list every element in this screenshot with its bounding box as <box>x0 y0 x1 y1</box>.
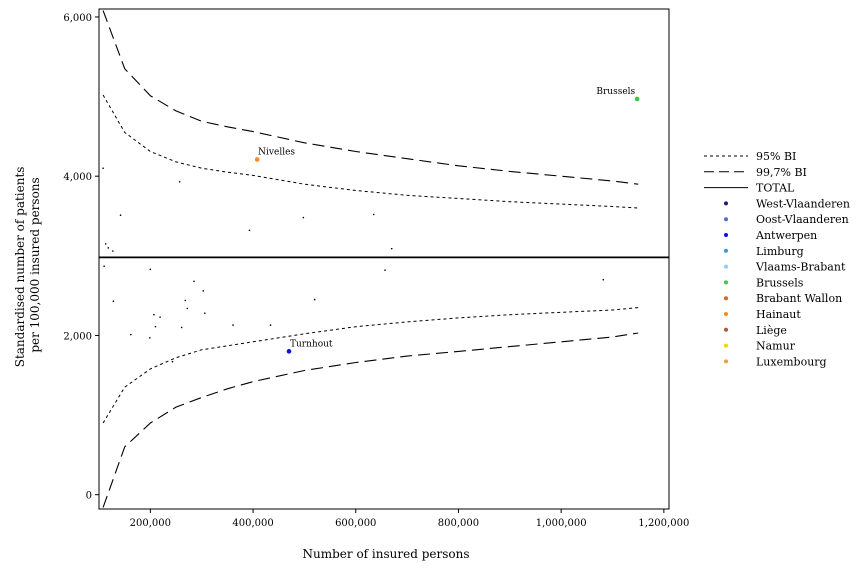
data-point <box>107 247 110 249</box>
data-point <box>104 243 107 245</box>
data-point <box>232 324 234 326</box>
legend-label: Limburg <box>756 245 804 258</box>
data-point <box>186 307 189 310</box>
data-point <box>178 180 181 183</box>
y-tick-label: 2,000 <box>63 331 92 342</box>
data-point <box>372 213 375 216</box>
x-tick-label: 600,000 <box>335 518 376 529</box>
legend-swatch-dot <box>724 359 728 364</box>
legend-swatch-dot <box>724 296 728 301</box>
data-point <box>602 278 605 281</box>
legend-label: Vlaams-Brabant <box>755 261 846 274</box>
x-axis: 200,000 400,000 600,000 800,000 1,000,000 1,2… <box>130 509 689 529</box>
data-point <box>102 167 104 170</box>
y-axis-title-line-1: Standardised number of patients <box>13 167 27 368</box>
y-tick-label: 6,000 <box>63 13 92 24</box>
data-point <box>203 312 206 314</box>
legend-swatch-dot <box>724 312 728 316</box>
legend-label: TOTAL <box>756 182 795 195</box>
legend: 95% BI 99,7% BI TOTAL West-Vlaanderen Oost-V… <box>704 150 850 368</box>
legend-label: Luxembourg <box>756 355 827 368</box>
data-point-brussels <box>634 96 640 102</box>
data-point <box>269 324 272 326</box>
plot-area <box>98 8 670 510</box>
data-point <box>112 250 114 252</box>
data-point <box>302 216 305 219</box>
data-point <box>171 360 174 363</box>
data-point-turnhout <box>286 349 292 354</box>
data-point <box>149 268 152 271</box>
legend-swatch-dot <box>724 233 728 237</box>
data-point <box>184 299 187 302</box>
x-tick-label: 200,000 <box>130 518 171 529</box>
data-point <box>384 269 386 271</box>
data-point <box>202 290 205 292</box>
legend-label: Brussels <box>756 276 804 289</box>
data-point <box>153 313 155 316</box>
legend-label: Namur <box>756 340 796 353</box>
data-point <box>154 325 157 328</box>
legend-swatch-dot <box>724 264 728 269</box>
x-axis-title: Number of insured persons <box>303 547 470 561</box>
ci997-lower-line <box>102 332 639 508</box>
data-point <box>193 280 195 283</box>
legend-swatch-dot <box>724 343 728 348</box>
legend-label: Antwerpen <box>755 229 817 242</box>
y-axis: 0 2,000 4,000 6,000 <box>63 13 99 502</box>
legend-label: West-Vlaanderen <box>756 197 850 210</box>
x-tick-label: 400,000 <box>232 518 273 529</box>
x-tick-label: 1,000,000 <box>536 518 587 529</box>
legend-label: 99,7% BI <box>756 166 807 179</box>
legend-label: Brabant Wallon <box>756 292 842 305</box>
ci997-upper-line <box>102 10 639 185</box>
data-point <box>159 316 161 318</box>
legend-swatch-dot <box>724 217 728 222</box>
legend-swatch-dot <box>724 280 728 285</box>
legend-label: Hainaut <box>756 308 801 321</box>
data-point <box>112 300 115 302</box>
legend-swatch-dot <box>724 248 728 253</box>
data-point <box>180 326 183 329</box>
legend-label: Oost-Vlaanderen <box>756 213 849 226</box>
data-point <box>130 333 132 336</box>
y-axis-title-line-2: per 100,000 insured persons <box>28 177 42 352</box>
y-tick-label: 4,000 <box>63 172 92 183</box>
legend-swatch-dot <box>724 201 728 206</box>
confidence-bands <box>102 10 639 508</box>
legend-label: Liège <box>756 324 787 337</box>
x-tick-label: 1,200,000 <box>638 518 689 529</box>
data-point <box>103 265 105 267</box>
point-label-brussels: Brussels <box>596 87 635 97</box>
data-point-nivelles <box>254 157 260 162</box>
data-point <box>119 214 122 217</box>
data-point <box>313 298 316 301</box>
legend-swatch-dot <box>724 327 728 332</box>
point-label-turnhout: Turnhout <box>290 339 333 349</box>
data-points: Brussels Nivelles Turnhout <box>102 87 640 363</box>
legend-label: 95% BI <box>756 150 796 163</box>
ci95-upper-line <box>102 94 639 209</box>
y-axis-title: Standardised number of patients per 100,… <box>13 163 42 368</box>
y-tick-label: 0 <box>86 491 92 502</box>
data-point <box>149 337 151 339</box>
data-point <box>248 229 251 232</box>
point-label-nivelles: Nivelles <box>258 147 295 157</box>
x-tick-label: 800,000 <box>438 518 479 529</box>
data-point <box>390 247 393 250</box>
